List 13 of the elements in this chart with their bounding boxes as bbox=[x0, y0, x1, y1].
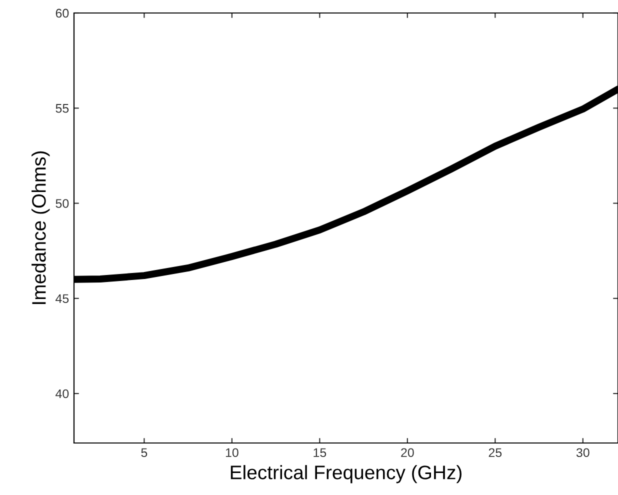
y-tick-label: 60 bbox=[56, 8, 69, 18]
x-tick-label: 5 bbox=[141, 448, 148, 458]
x-tick-label: 20 bbox=[401, 448, 414, 458]
x-tick-label: 30 bbox=[576, 448, 590, 458]
y-tick-label: 50 bbox=[56, 199, 69, 208]
x-tick-label: 10 bbox=[226, 448, 238, 458]
x-axis-title: Electrical Frequency (GHz) bbox=[230, 465, 462, 484]
x-tick-label: 25 bbox=[488, 448, 502, 458]
y-tick-label: 40 bbox=[56, 389, 69, 398]
y-tick-label: 45 bbox=[56, 294, 69, 304]
y-tick-label: 55 bbox=[56, 104, 69, 113]
y-axis-title: Imedance (Ohms) bbox=[32, 151, 50, 304]
x-tick-label: 15 bbox=[314, 448, 326, 458]
